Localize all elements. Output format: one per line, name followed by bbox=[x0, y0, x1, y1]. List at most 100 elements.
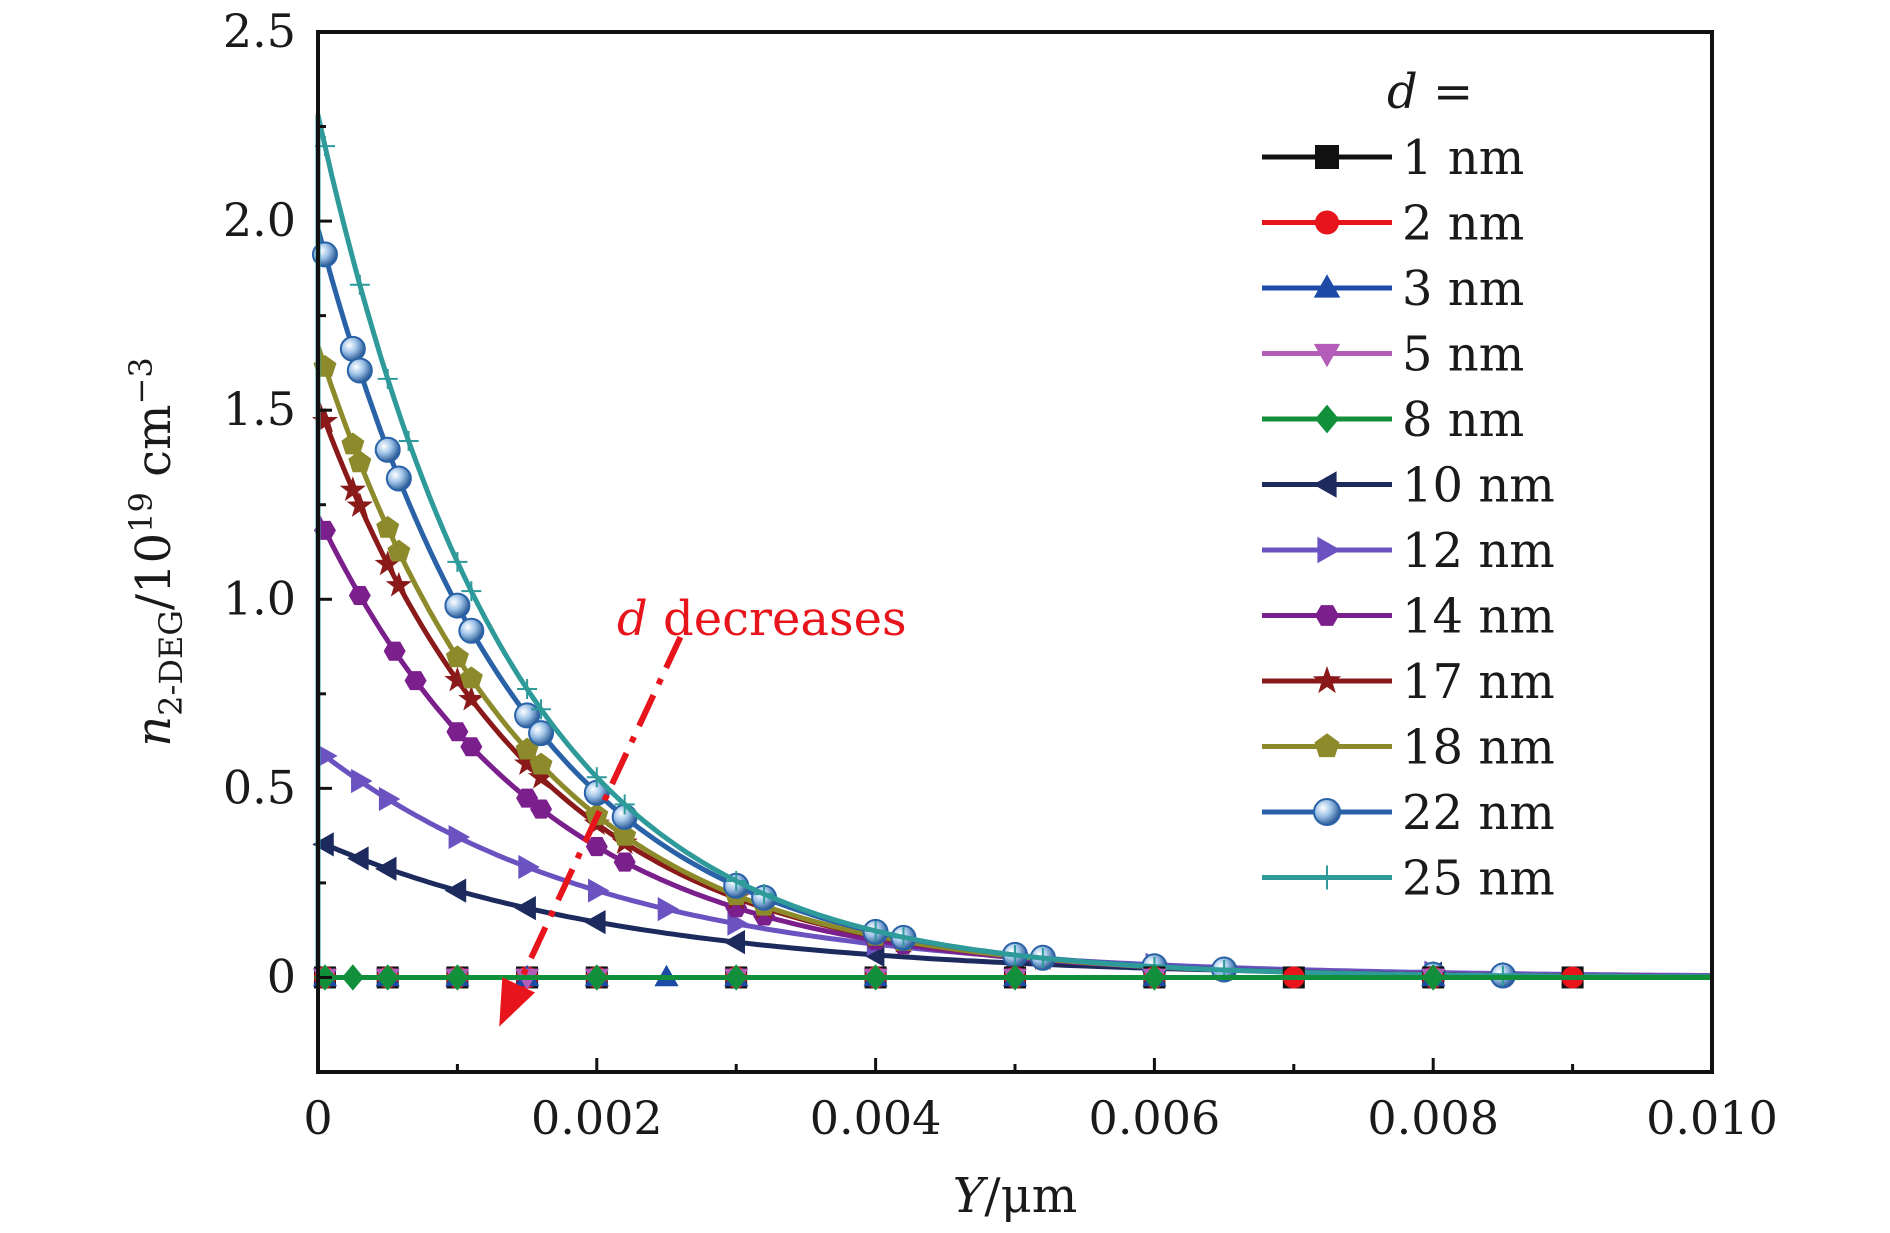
data-point bbox=[584, 910, 606, 935]
data-point bbox=[378, 786, 401, 812]
data-point bbox=[585, 837, 608, 857]
x-tick-label: 0 bbox=[303, 1091, 332, 1145]
data-point bbox=[444, 666, 471, 692]
legend-swatch-marker bbox=[1315, 145, 1339, 169]
data-point bbox=[461, 581, 482, 602]
data-point bbox=[530, 799, 553, 819]
legend-item: 25 nm bbox=[1262, 851, 1555, 907]
legend-item: 12 nm bbox=[1262, 523, 1555, 579]
legend-item: 18 nm bbox=[1262, 720, 1555, 776]
legend-swatch-marker bbox=[1314, 733, 1340, 758]
data-point bbox=[374, 550, 401, 576]
legend-swatch-marker bbox=[1313, 274, 1341, 298]
legend-swatch-marker bbox=[1313, 343, 1341, 368]
legend-label: 18 nm bbox=[1402, 720, 1555, 776]
data-point bbox=[865, 920, 886, 941]
x-axis-title: Y/μm bbox=[953, 1168, 1078, 1224]
legend-swatch-marker bbox=[1313, 798, 1341, 826]
legend-label: 1 nm bbox=[1402, 130, 1524, 186]
data-point bbox=[864, 964, 887, 991]
y-tick-label: 1.0 bbox=[223, 571, 296, 625]
legend-item: 5 nm bbox=[1262, 327, 1524, 383]
legend-label: 8 nm bbox=[1402, 392, 1524, 448]
legend-item: 10 nm bbox=[1262, 458, 1555, 514]
data-point bbox=[1032, 948, 1053, 969]
legend: d = 1 nm 2 nm 3 nm 5 nm 8 nm 10 nm 12 nm 14 nm 1… bbox=[1262, 64, 1555, 907]
legend-swatch-marker bbox=[1315, 865, 1339, 890]
data-point bbox=[444, 592, 471, 619]
legend-label: 2 nm bbox=[1402, 196, 1524, 252]
data-point bbox=[893, 927, 914, 948]
data-point bbox=[514, 750, 541, 775]
legend-item: 17 nm bbox=[1262, 654, 1555, 710]
data-point bbox=[339, 335, 366, 362]
axis-ticks: 0 0.002 0.004 0.006 0.008 0.010 0 0.5 1.0 1.5 2.0 2… bbox=[223, 4, 1778, 1145]
series-layer bbox=[311, 112, 1713, 991]
data-point bbox=[1005, 945, 1025, 966]
data-point bbox=[346, 357, 373, 384]
legend-title: d = bbox=[1387, 64, 1473, 120]
data-point bbox=[376, 515, 400, 538]
data-point bbox=[341, 432, 365, 455]
data-point bbox=[614, 794, 635, 815]
data-point bbox=[348, 586, 371, 606]
data-point bbox=[514, 896, 536, 921]
data-point bbox=[446, 722, 469, 742]
x-tick-label: 0.002 bbox=[531, 1091, 663, 1145]
legend-label: 17 nm bbox=[1402, 654, 1555, 710]
data-point bbox=[529, 752, 553, 775]
data-point bbox=[726, 870, 747, 891]
x-tick-label: 0.006 bbox=[1089, 1091, 1221, 1145]
data-point bbox=[398, 430, 419, 451]
data-point bbox=[374, 436, 401, 463]
data-point bbox=[349, 274, 370, 295]
data-point bbox=[528, 720, 555, 747]
data-point bbox=[725, 964, 748, 991]
data-point bbox=[316, 743, 338, 769]
legend-label: 3 nm bbox=[1402, 261, 1524, 317]
data-point bbox=[347, 846, 369, 871]
y-tick-label: 2.5 bbox=[223, 4, 296, 58]
data-point bbox=[585, 964, 608, 991]
data-point bbox=[586, 767, 607, 788]
data-point bbox=[1004, 964, 1026, 991]
y-axis-title: n2-DEG/1019 cm−3 bbox=[122, 357, 190, 746]
data-point bbox=[518, 854, 540, 880]
legend-item: 22 nm bbox=[1262, 785, 1555, 841]
data-point bbox=[531, 699, 552, 720]
legend-label: 25 nm bbox=[1402, 851, 1555, 907]
x-tick-label: 0.010 bbox=[1646, 1091, 1778, 1145]
data-point bbox=[459, 666, 483, 689]
data-point bbox=[312, 832, 334, 857]
x-tick-label: 0.008 bbox=[1367, 1091, 1499, 1145]
data-point bbox=[1422, 964, 1445, 991]
data-point bbox=[341, 964, 364, 991]
data-point bbox=[446, 964, 469, 991]
legend-label: 12 nm bbox=[1402, 523, 1555, 579]
legend-swatch-marker bbox=[1315, 404, 1339, 434]
annotation-label: d decreases bbox=[617, 591, 907, 647]
data-point bbox=[377, 368, 398, 389]
y-tick-label: 0.5 bbox=[223, 760, 296, 814]
legend-label: 14 nm bbox=[1402, 589, 1555, 645]
data-point bbox=[458, 685, 485, 711]
legend-item: 14 nm bbox=[1262, 589, 1555, 645]
data-point bbox=[458, 617, 485, 644]
data-point bbox=[516, 788, 539, 808]
y-tick-label: 0 bbox=[267, 949, 296, 1003]
data-point bbox=[404, 671, 427, 691]
data-point bbox=[517, 678, 538, 699]
data-point bbox=[385, 465, 412, 492]
data-point bbox=[311, 407, 339, 433]
legend-item: 1 nm bbox=[1262, 130, 1524, 186]
data-point bbox=[375, 856, 397, 881]
legend-swatch-marker bbox=[1315, 210, 1339, 235]
data-point bbox=[385, 571, 412, 597]
legend-item: 8 nm bbox=[1262, 392, 1524, 448]
legend-label: 10 nm bbox=[1402, 458, 1555, 514]
x-tick-label: 0.004 bbox=[810, 1091, 942, 1145]
y-tick-label: 2.0 bbox=[223, 193, 296, 247]
data-point bbox=[723, 930, 745, 955]
